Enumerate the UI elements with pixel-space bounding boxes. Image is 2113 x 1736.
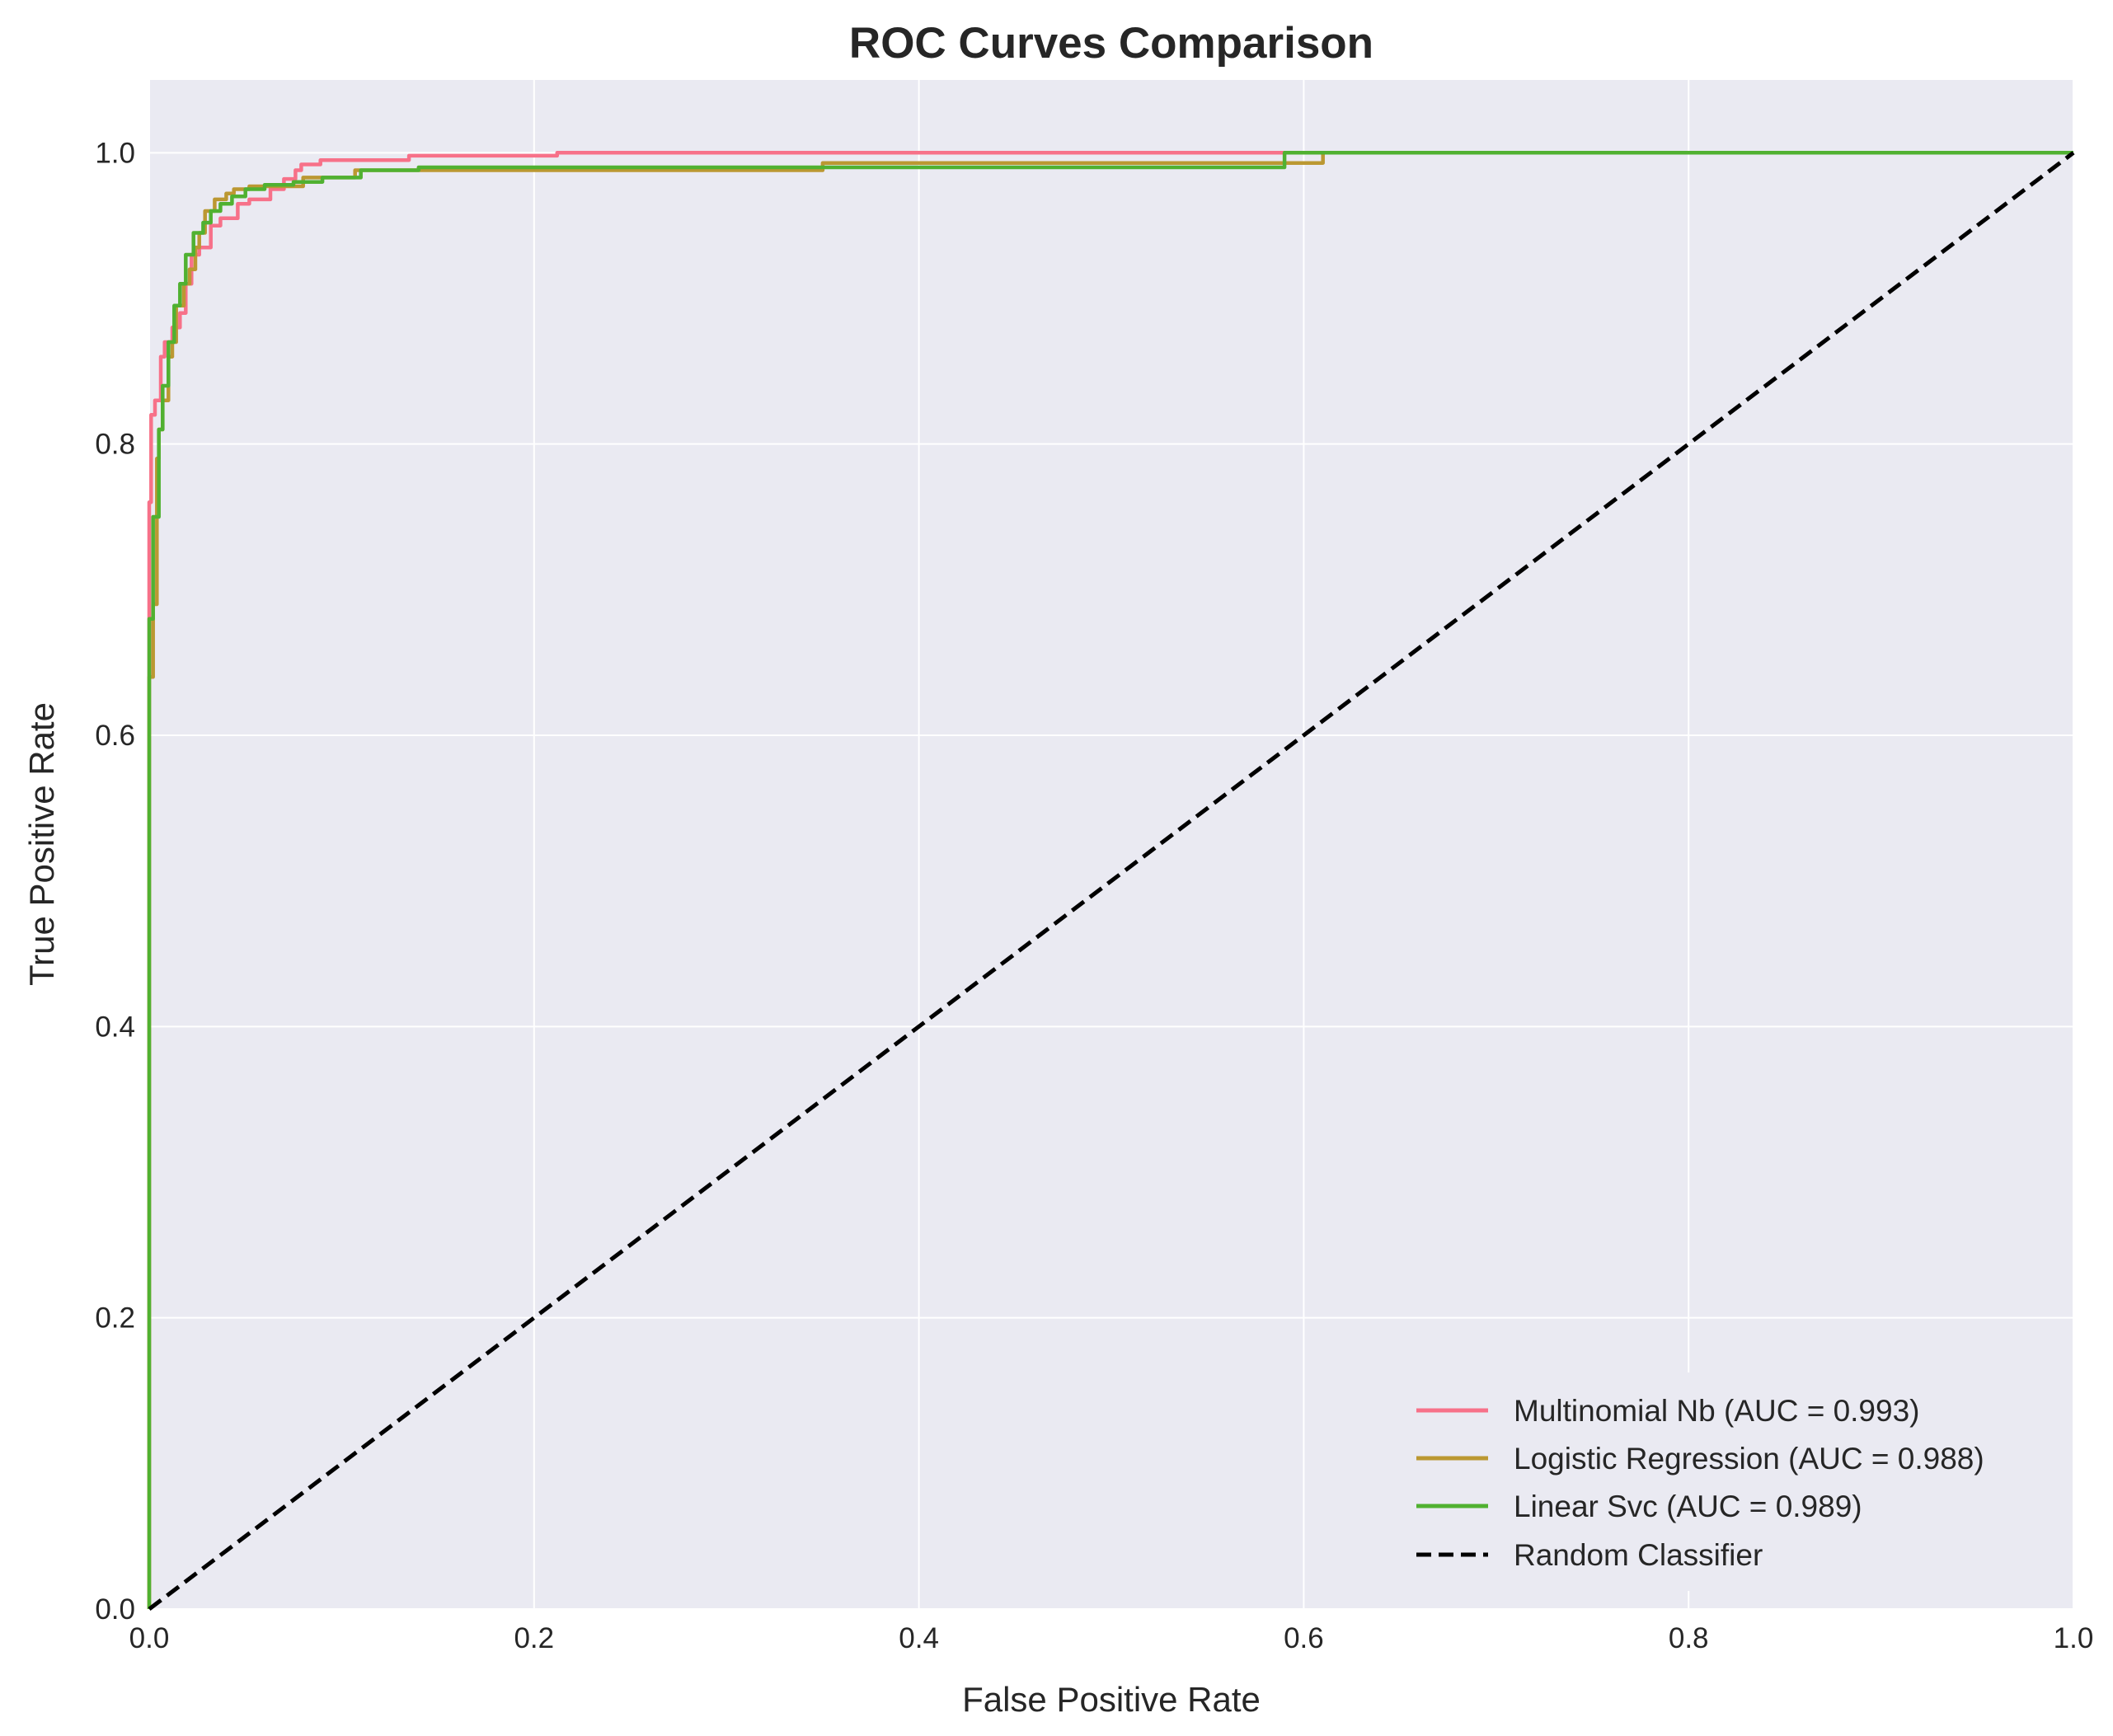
x-tick-label: 0.8 — [1669, 1622, 1709, 1654]
x-axis-label: False Positive Rate — [962, 1680, 1261, 1719]
legend-label-linear-svc: Linear Svc (AUC = 0.989) — [1514, 1490, 1862, 1523]
legend-entry-random-classifier: Random Classifier — [1416, 1538, 1763, 1572]
series-lines — [147, 151, 2075, 1611]
x-tick-label: 0.4 — [899, 1622, 939, 1654]
legend-label-multinomial-nb: Multinomial Nb (AUC = 0.993) — [1514, 1394, 1920, 1428]
legend-entry-multinomial-nb: Multinomial Nb (AUC = 0.993) — [1416, 1394, 1920, 1428]
legend-label-logistic-regression: Logistic Regression (AUC = 0.988) — [1514, 1442, 1984, 1476]
x-tick-label: 1.0 — [2054, 1622, 2094, 1654]
plot-area — [149, 80, 2073, 1609]
legend-entry-linear-svc: Linear Svc (AUC = 0.989) — [1416, 1490, 1862, 1523]
x-tick-label: 0.0 — [129, 1622, 170, 1654]
y-tick-label: 1.0 — [95, 137, 135, 169]
y-tick-label: 0.0 — [95, 1593, 135, 1626]
legend-box — [1402, 1372, 2061, 1591]
tick-labels: 0.0 0.2 0.4 0.6 0.8 1.0 0.0 0.2 0.4 0.6 0.8 1.0 — [95, 137, 2093, 1654]
x-tick-label: 0.6 — [1284, 1622, 1324, 1654]
y-tick-label: 0.2 — [95, 1302, 135, 1335]
y-tick-label: 0.6 — [95, 720, 135, 752]
series-line-linear-svc — [147, 151, 2073, 1609]
y-axis-label: True Positive Rate — [22, 702, 61, 986]
chart-title: ROC Curves Comparison — [849, 19, 1373, 68]
legend-entry-logistic-regression: Logistic Regression (AUC = 0.988) — [1416, 1442, 1984, 1476]
y-tick-label: 0.8 — [95, 429, 135, 461]
x-tick-label: 0.2 — [514, 1622, 554, 1654]
series-line-random-classifier — [148, 151, 2075, 1611]
legend: Multinomial Nb (AUC = 0.993) Logistic Re… — [1402, 1372, 2061, 1591]
series-line-multinomial-nb — [147, 151, 1978, 1609]
y-tick-label: 0.4 — [95, 1011, 135, 1043]
legend-label-random-classifier: Random Classifier — [1514, 1538, 1763, 1572]
